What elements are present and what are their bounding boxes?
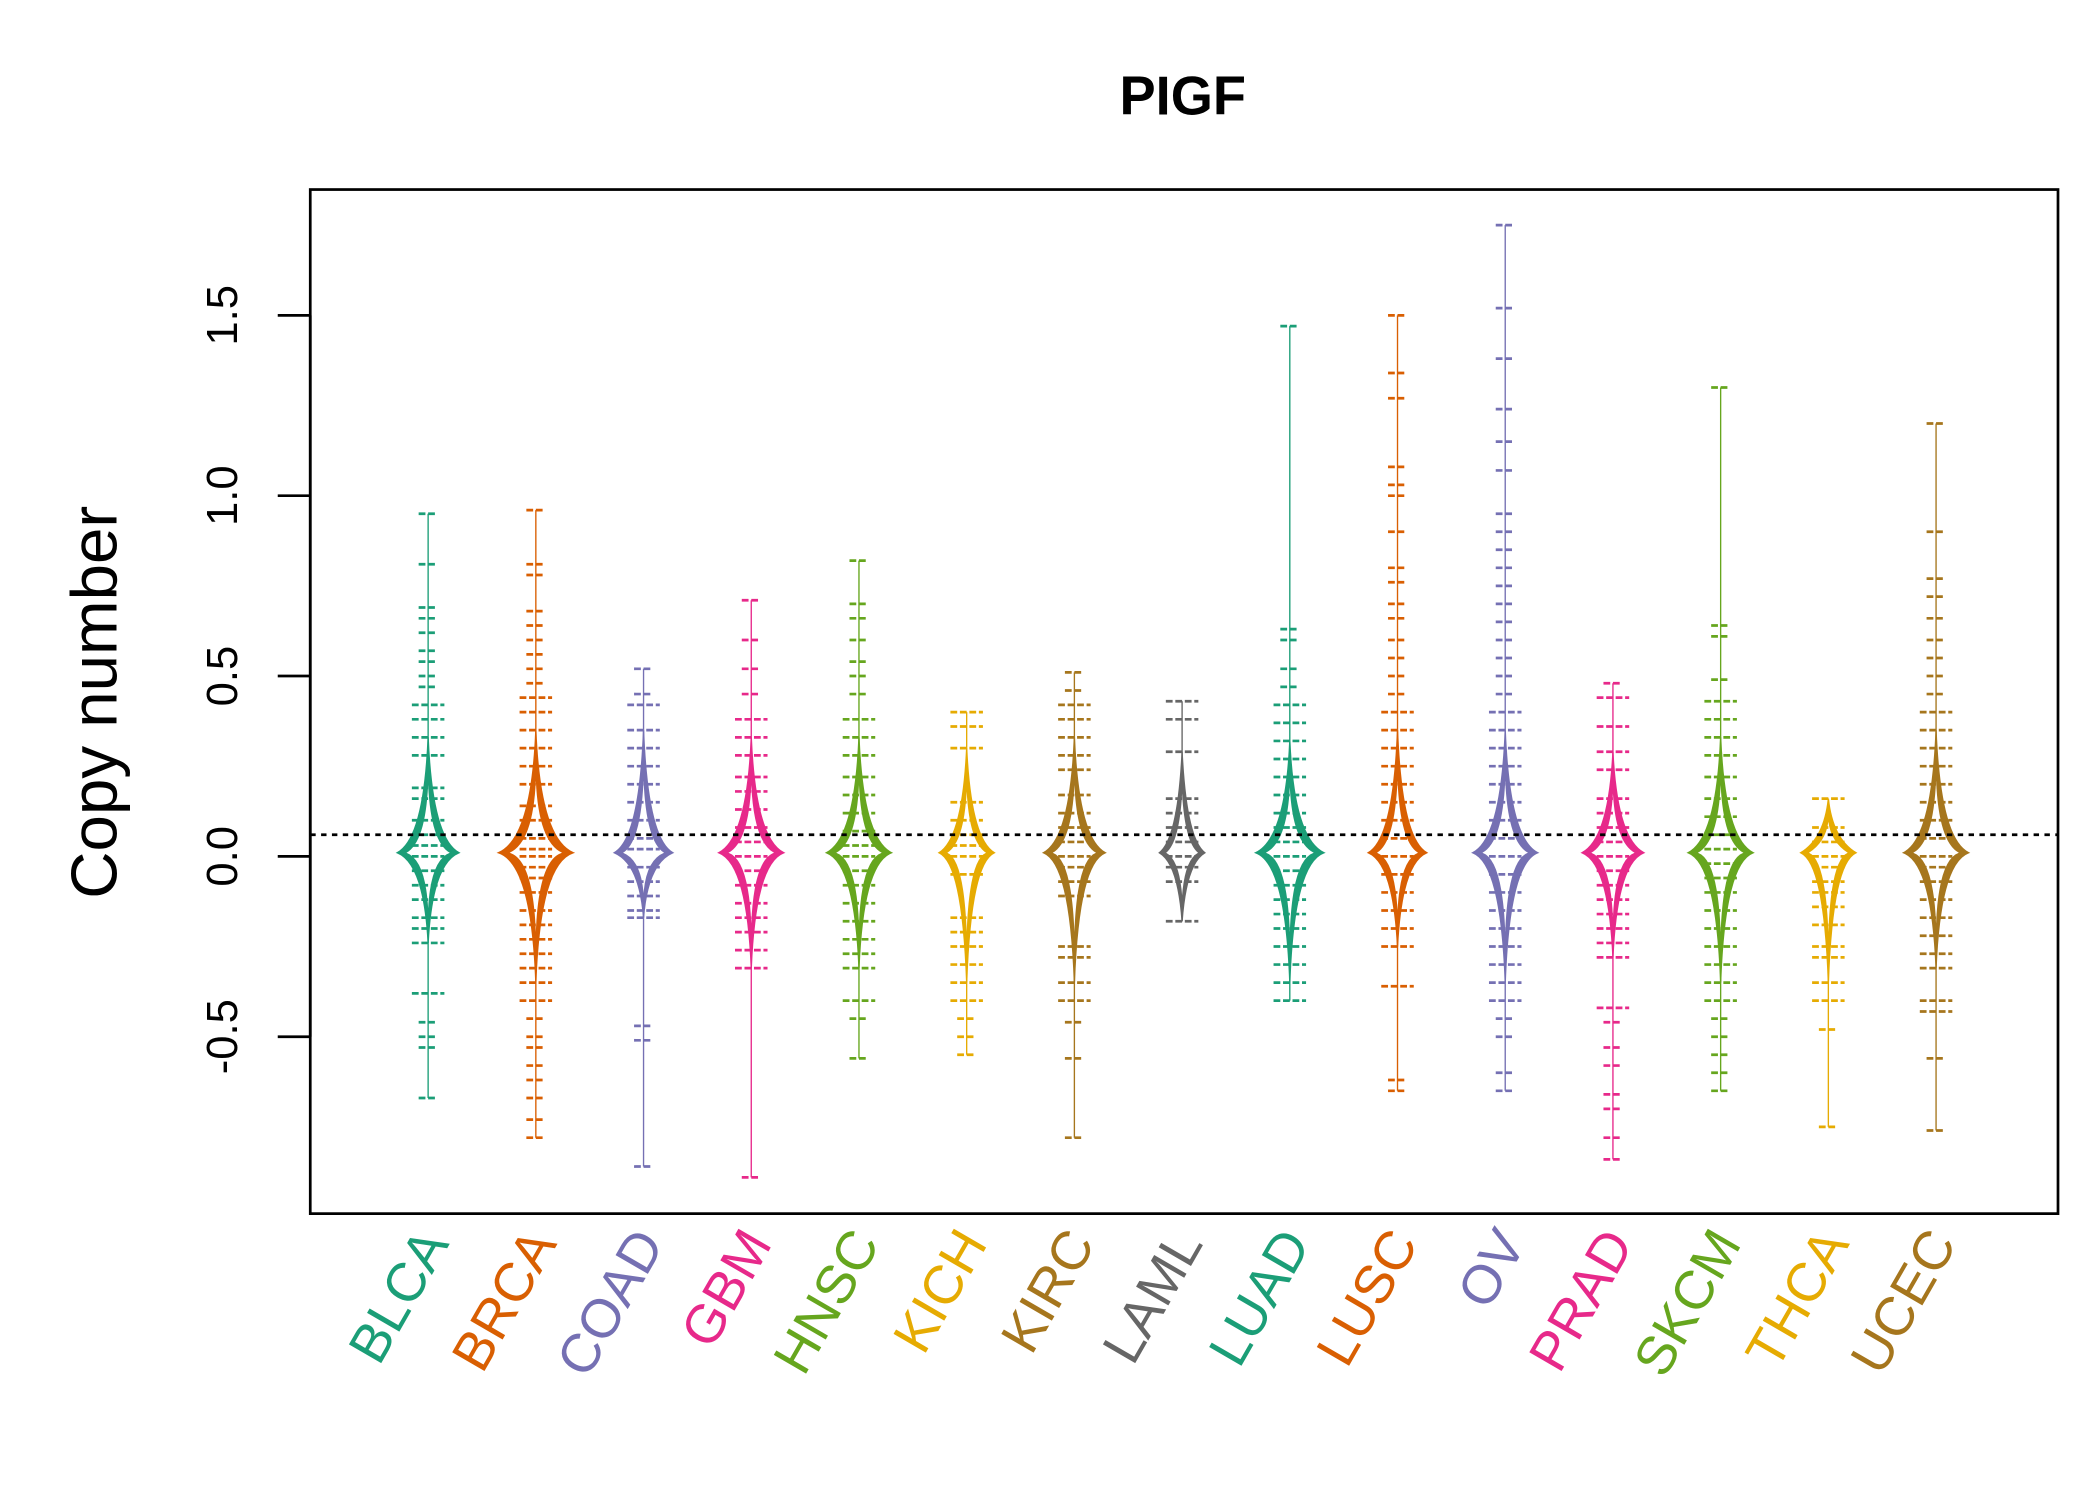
violin-blca [395, 512, 461, 1100]
y-axis-label: Copy number [58, 506, 131, 899]
x-tick-label: HNSC [762, 1219, 891, 1383]
violin-core [623, 780, 665, 894]
violin-gbm [717, 598, 786, 1179]
violin-thca [1799, 797, 1858, 1129]
violin-coad [612, 667, 675, 1168]
x-tick-label: SKCM [1622, 1219, 1753, 1386]
plot-frame [308, 188, 2060, 1215]
violin-luad [1253, 324, 1326, 1002]
x-tick-label: LUSC [1305, 1219, 1430, 1376]
x-tick-label: KIRC [989, 1219, 1106, 1362]
violin-hnsc [824, 559, 894, 1060]
violin-core [1377, 780, 1419, 911]
violin-core [1913, 780, 1959, 924]
violin-kirc [1041, 671, 1107, 1140]
plot-marks [395, 223, 1971, 1179]
y-tick-label: 0.5 [199, 646, 247, 707]
y-axis: -0.5 0.0 0.5 1.0 1.5 [199, 285, 312, 1074]
violin-ov [1471, 223, 1540, 1093]
violin-core [1052, 784, 1097, 933]
violin-core [728, 784, 775, 924]
violin-core [1166, 793, 1199, 896]
violin-laml [1158, 699, 1207, 923]
violin-core [1265, 787, 1314, 933]
violin-ucec [1901, 422, 1971, 1132]
violin-kich [937, 710, 996, 1057]
x-tick-label: KICH [881, 1219, 998, 1362]
x-tick-label: LUAD [1197, 1219, 1322, 1376]
violin-core [836, 784, 882, 924]
violin-core [1697, 784, 1744, 933]
x-tick-label: OV [1445, 1218, 1537, 1317]
violin-brca [496, 508, 576, 1140]
violin-skcm [1686, 386, 1755, 1093]
x-tick-label: COAD [545, 1219, 676, 1386]
violin-lusc [1366, 313, 1429, 1093]
y-tick-label: -0.5 [199, 999, 247, 1074]
violin-prad [1580, 681, 1646, 1161]
violin-core [1809, 821, 1848, 933]
x-tick-label: UCEC [1839, 1219, 1968, 1383]
x-tick-label: GBM [669, 1219, 783, 1357]
y-tick-label: 1.5 [199, 285, 247, 346]
y-tick-label: 1.0 [199, 465, 247, 526]
x-tick-label: LAML [1091, 1219, 1214, 1373]
violin-core [947, 791, 987, 933]
violin-core [509, 780, 563, 933]
y-tick-label: 0.0 [199, 826, 247, 887]
chart-title: PIGF [1120, 65, 1246, 126]
